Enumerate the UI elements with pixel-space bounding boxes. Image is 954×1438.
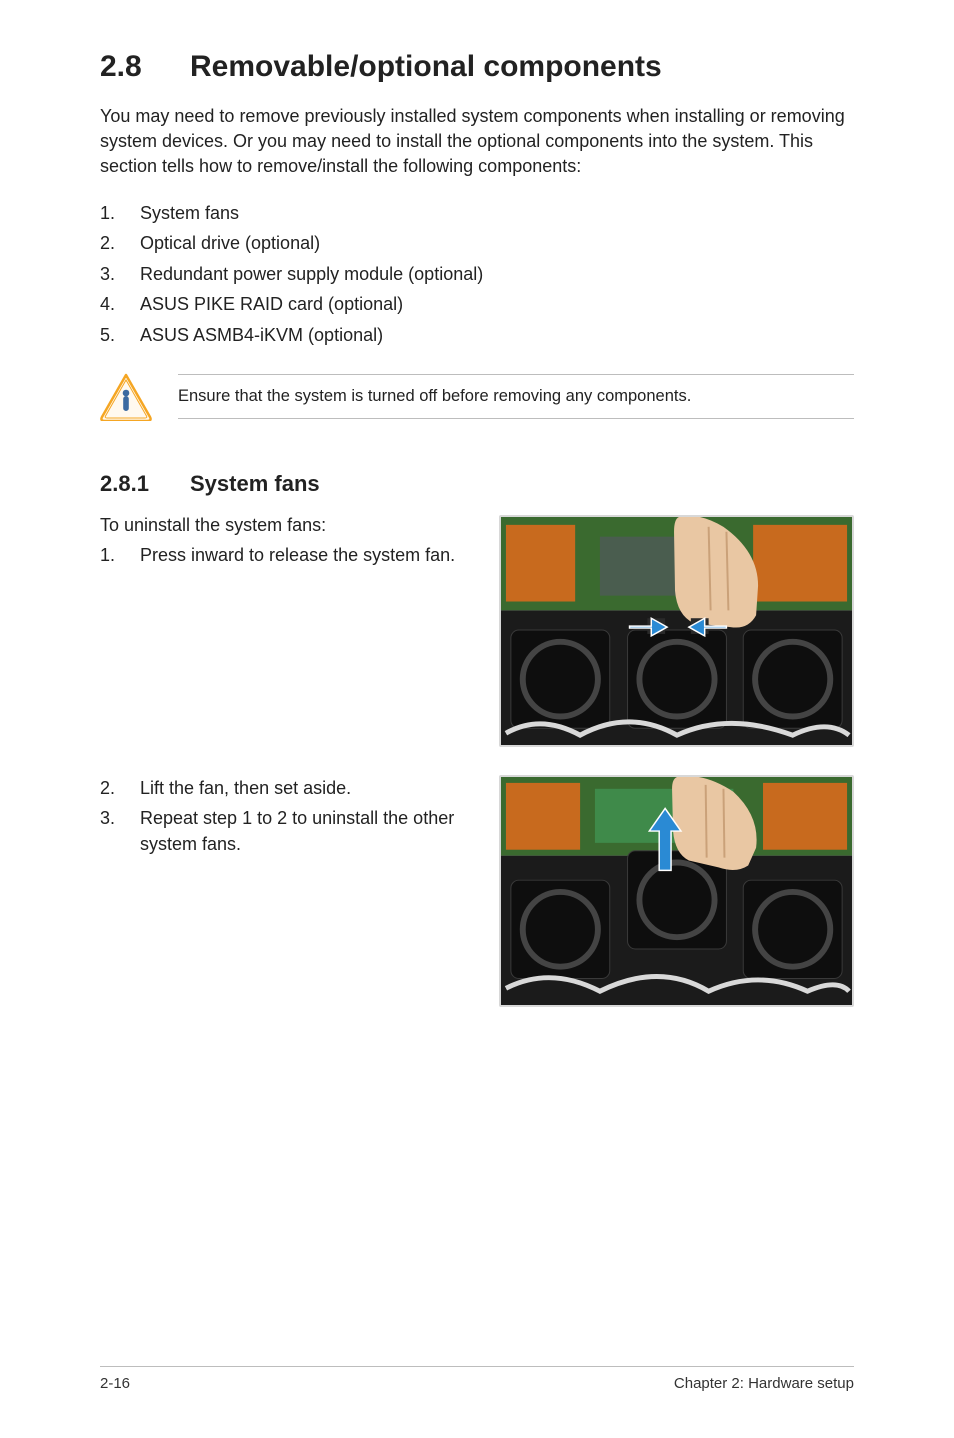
list-number: 2. xyxy=(100,228,140,259)
step-number: 1. xyxy=(100,542,140,568)
photo-press-inward xyxy=(499,515,854,747)
subsection-number: 2.8.1 xyxy=(100,471,190,497)
step-number: 2. xyxy=(100,775,140,801)
list-text: Redundant power supply module (optional) xyxy=(140,259,483,290)
step-text: Lift the fan, then set aside. xyxy=(140,775,351,801)
section-title: Removable/optional components xyxy=(190,50,662,83)
steps-uninstall-2: 2.Lift the fan, then set aside. 3.Repeat… xyxy=(100,775,854,1007)
step-text: Repeat step 1 to 2 to uninstall the othe… xyxy=(140,805,481,857)
list-number: 4. xyxy=(100,289,140,320)
intro-paragraph: You may need to remove previously instal… xyxy=(100,104,854,180)
list-text: ASUS PIKE RAID card (optional) xyxy=(140,289,403,320)
list-item: 2.Optical drive (optional) xyxy=(100,228,854,259)
caution-icon xyxy=(100,373,152,421)
steps-lead: To uninstall the system fans: xyxy=(100,515,481,536)
page-footer: 2-16 Chapter 2: Hardware setup xyxy=(100,1366,854,1392)
list-text: System fans xyxy=(140,198,239,229)
step-item: 3.Repeat step 1 to 2 to uninstall the ot… xyxy=(100,805,481,857)
steps-uninstall-1: To uninstall the system fans: 1.Press in… xyxy=(100,515,854,747)
list-item: 5.ASUS ASMB4-iKVM (optional) xyxy=(100,320,854,351)
list-text: ASUS ASMB4-iKVM (optional) xyxy=(140,320,383,351)
list-number: 5. xyxy=(100,320,140,351)
step-item: 2.Lift the fan, then set aside. xyxy=(100,775,481,801)
chapter-label: Chapter 2: Hardware setup xyxy=(674,1375,854,1392)
step-text: Press inward to release the system fan. xyxy=(140,542,455,568)
step-item: 1.Press inward to release the system fan… xyxy=(100,542,481,568)
step-number: 3. xyxy=(100,805,140,857)
component-list: 1.System fans 2.Optical drive (optional)… xyxy=(100,198,854,351)
list-item: 1.System fans xyxy=(100,198,854,229)
list-text: Optical drive (optional) xyxy=(140,228,320,259)
section-heading: 2.8Removable/optional components xyxy=(100,50,854,84)
photo-lift-fan xyxy=(499,775,854,1007)
caution-text: Ensure that the system is turned off bef… xyxy=(178,374,854,419)
subsection-title: System fans xyxy=(190,471,320,496)
list-number: 3. xyxy=(100,259,140,290)
caution-note: Ensure that the system is turned off bef… xyxy=(100,373,854,421)
page-number: 2-16 xyxy=(100,1375,130,1392)
subsection-heading: 2.8.1System fans xyxy=(100,471,854,497)
list-number: 1. xyxy=(100,198,140,229)
section-number: 2.8 xyxy=(100,50,190,84)
list-item: 3.Redundant power supply module (optiona… xyxy=(100,259,854,290)
list-item: 4.ASUS PIKE RAID card (optional) xyxy=(100,289,854,320)
